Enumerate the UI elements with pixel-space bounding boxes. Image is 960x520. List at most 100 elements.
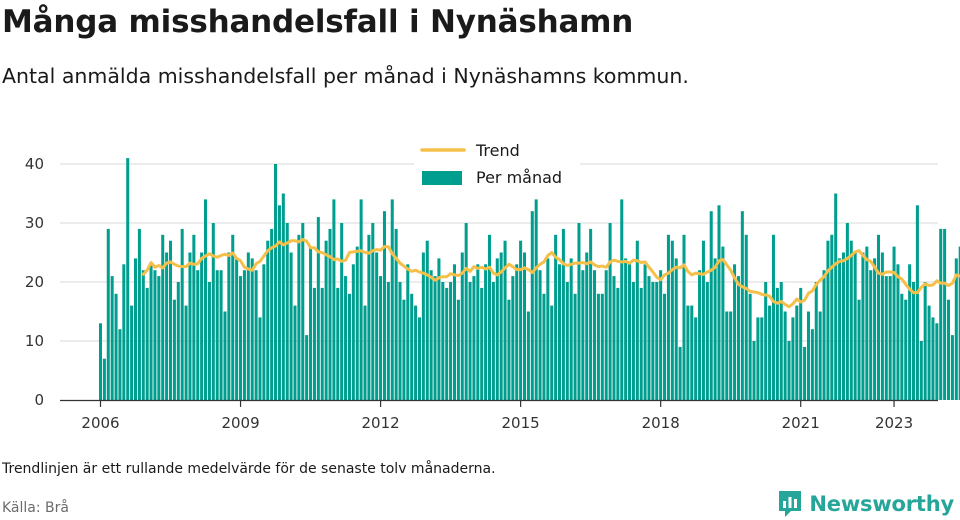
bar: [133, 258, 138, 400]
bar: [126, 158, 130, 400]
bar: [344, 276, 348, 400]
bar: [756, 317, 760, 400]
bar: [624, 258, 628, 400]
bar: [581, 270, 585, 400]
bar: [398, 282, 402, 400]
bar: [857, 299, 861, 400]
bar: [900, 293, 904, 400]
bar: [799, 287, 803, 400]
bar: [639, 287, 643, 400]
bar: [468, 282, 472, 400]
bar: [546, 258, 550, 400]
bar: [783, 311, 787, 400]
bar: [106, 228, 110, 400]
bar: [145, 287, 149, 400]
bar: [768, 305, 772, 400]
bar: [102, 358, 106, 400]
bar-series-per-manad: [98, 158, 960, 400]
bar: [705, 282, 709, 400]
legend-label-trend: Trend: [475, 141, 520, 160]
y-tick-label: 10: [25, 332, 44, 350]
bar: [740, 211, 744, 400]
x-tick-label: 2012: [361, 414, 399, 432]
bar: [892, 246, 896, 400]
bar: [324, 240, 328, 400]
bar: [289, 252, 293, 400]
x-tick-label: 2023: [875, 414, 913, 432]
bar: [600, 293, 604, 400]
bar: [274, 164, 278, 400]
x-axis: 2006 2009 2012 2015 2018 2021 2023: [60, 399, 938, 432]
bar: [211, 223, 215, 400]
bar: [340, 223, 344, 400]
bar: [172, 299, 176, 400]
bar: [347, 293, 351, 400]
bar: [332, 199, 336, 400]
bar: [935, 323, 939, 400]
bar: [429, 270, 433, 400]
bar: [476, 264, 480, 400]
bar: [495, 258, 499, 400]
bar: [180, 228, 184, 400]
bar: [927, 305, 931, 400]
bar: [744, 234, 748, 400]
bar: [204, 199, 208, 400]
bar: [612, 276, 616, 400]
bar: [818, 311, 822, 400]
chart-subtitle: Antal anmälda misshandelsfall per månad …: [2, 64, 689, 88]
bar: [515, 264, 519, 400]
bar: [542, 293, 546, 400]
bar: [406, 264, 410, 400]
bar: [690, 305, 694, 400]
bar: [394, 228, 398, 400]
bar: [550, 305, 554, 400]
y-tick-label: 20: [25, 273, 44, 291]
bar: [919, 341, 923, 400]
bar: [157, 276, 161, 400]
bar: [939, 228, 943, 400]
bar: [698, 270, 702, 400]
bar: [367, 234, 371, 400]
bar: [460, 252, 464, 400]
bar: [620, 199, 624, 400]
bar: [110, 276, 114, 400]
y-tick-label: 40: [25, 155, 44, 173]
bar: [176, 282, 180, 400]
bar: [382, 211, 386, 400]
bar: [950, 335, 954, 400]
bar: [585, 252, 589, 400]
bar: [309, 246, 313, 400]
bar: [526, 311, 530, 400]
bar: [414, 305, 418, 400]
bar: [729, 311, 733, 400]
bar: [565, 282, 569, 400]
bar: [130, 305, 134, 400]
bar: [114, 293, 118, 400]
bar: [830, 234, 834, 400]
bar: [379, 276, 383, 400]
bar: [670, 240, 674, 400]
bar: [814, 282, 818, 400]
bar: [141, 270, 145, 400]
bar: [896, 264, 900, 400]
bar: [200, 252, 204, 400]
legend: Trend Per månad: [414, 136, 580, 192]
bar: [853, 252, 857, 400]
bar: [305, 335, 309, 400]
bar: [791, 317, 795, 400]
bar: [254, 270, 258, 400]
bar: [487, 234, 492, 400]
bar: [779, 282, 783, 400]
bar: [503, 240, 507, 400]
bar: [643, 264, 647, 400]
bar: [359, 199, 363, 400]
bar: [441, 282, 445, 400]
bar: [760, 317, 764, 400]
bar: [721, 246, 725, 400]
bar: [682, 234, 686, 400]
bar: [573, 293, 577, 400]
bar: [888, 276, 892, 400]
bar: [122, 264, 126, 400]
bar: [281, 193, 285, 400]
bar: [118, 329, 122, 400]
